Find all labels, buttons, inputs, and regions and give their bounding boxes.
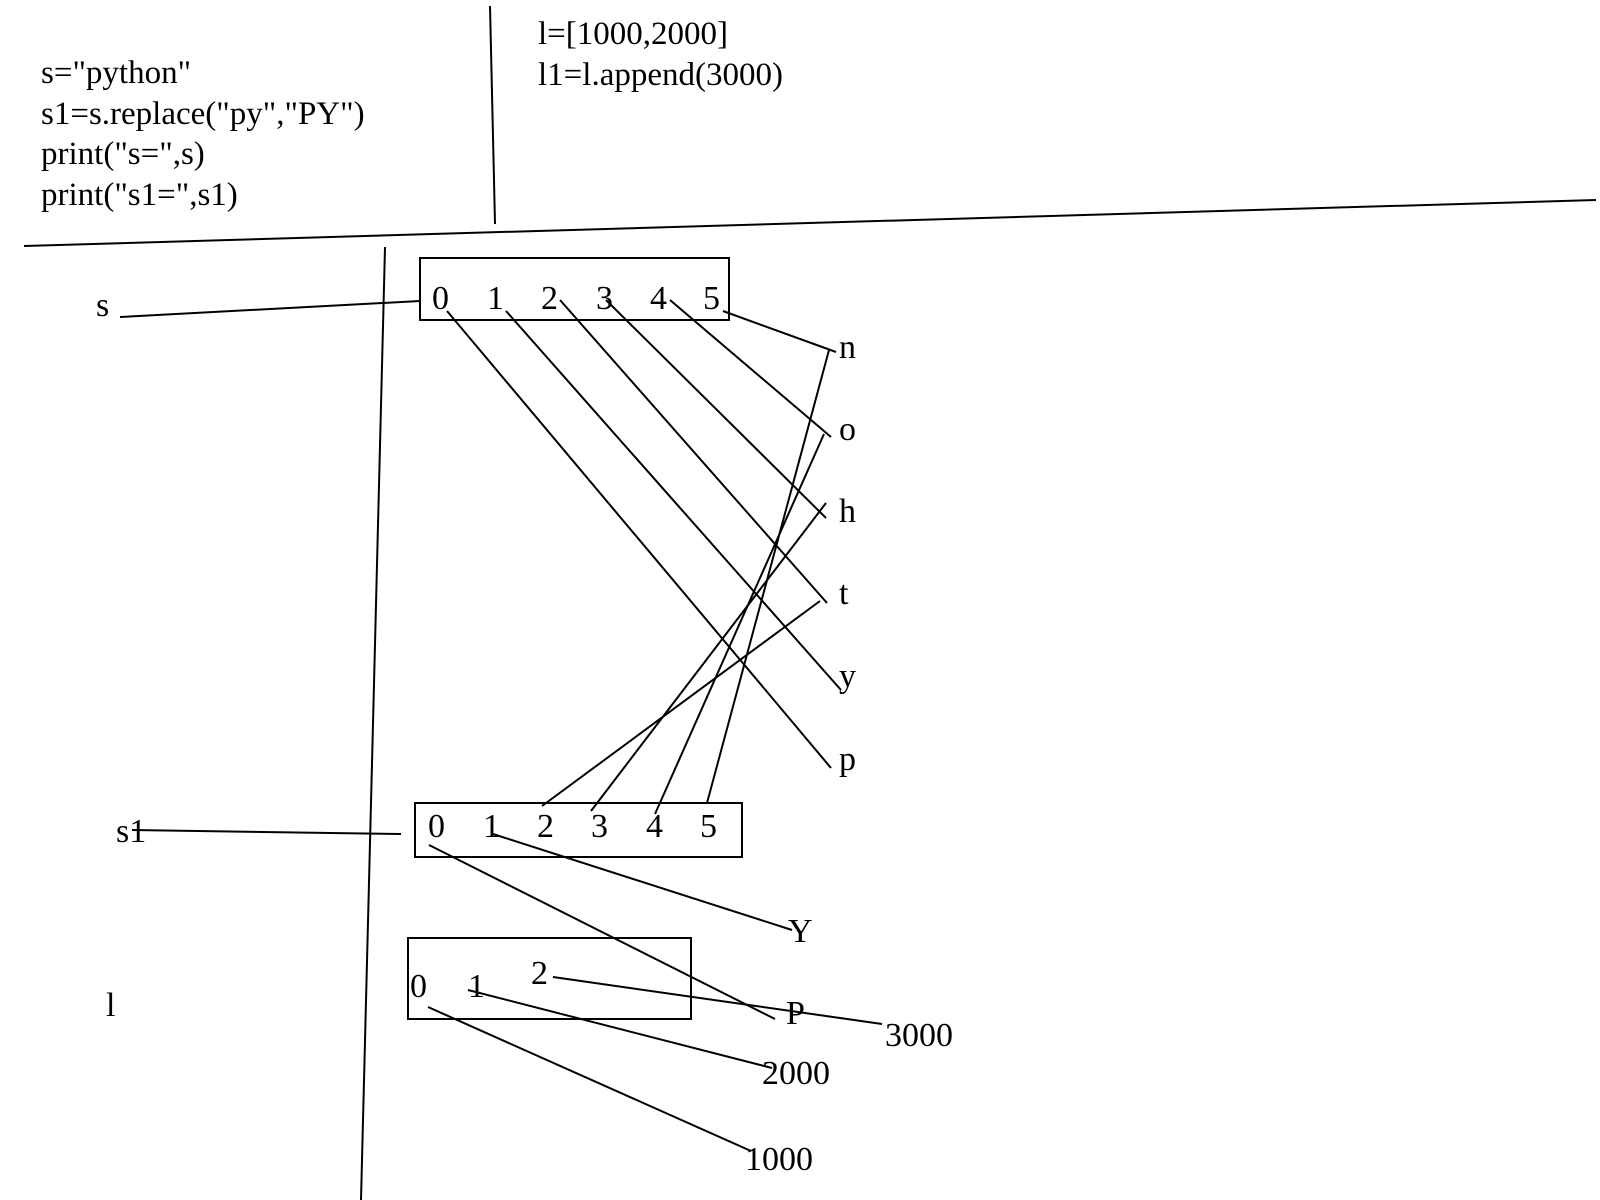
link-line bbox=[541, 600, 821, 807]
s-string-object bbox=[419, 257, 730, 321]
s-characters: n o h t y p bbox=[839, 329, 856, 778]
char-node: y bbox=[839, 658, 856, 695]
int-node-3000: 3000 bbox=[885, 1017, 953, 1054]
link-line bbox=[654, 433, 825, 815]
stack-heap-divider bbox=[360, 246, 386, 1200]
variable-l: l bbox=[106, 987, 115, 1024]
s-index: 0 bbox=[432, 280, 449, 317]
char-node: p bbox=[839, 741, 856, 778]
l-list-object bbox=[407, 937, 692, 1020]
link-line bbox=[428, 844, 776, 1020]
s-index: 1 bbox=[487, 280, 504, 317]
code-line: s="python" bbox=[41, 55, 191, 91]
variable-s: s bbox=[96, 287, 109, 324]
s1-index: 5 bbox=[700, 808, 717, 845]
s1-index: 4 bbox=[646, 808, 663, 845]
link-line bbox=[669, 299, 832, 438]
code-left: s="python" s1=s.replace("py","PY") print… bbox=[41, 55, 365, 213]
variable-s1: s1 bbox=[116, 813, 146, 850]
char-node-Y: Y bbox=[788, 913, 813, 950]
s1-reference-arrow bbox=[131, 829, 402, 835]
s1-index-links bbox=[428, 349, 830, 1020]
s1-string-object bbox=[414, 802, 743, 858]
l-indices: 0 1 2 bbox=[410, 955, 548, 1005]
s1-index: 3 bbox=[591, 808, 608, 845]
link-line bbox=[492, 833, 793, 931]
s1-index: 0 bbox=[428, 808, 445, 845]
link-line bbox=[559, 299, 828, 604]
s-indices: 0 1 2 3 4 5 bbox=[432, 280, 720, 317]
char-node: t bbox=[839, 575, 849, 612]
link-line bbox=[706, 349, 830, 804]
l-index: 1 bbox=[468, 968, 485, 1005]
char-node-P: P bbox=[786, 995, 805, 1032]
s-index: 3 bbox=[596, 280, 613, 317]
int-node-2000: 2000 bbox=[762, 1055, 830, 1092]
s-index: 2 bbox=[541, 280, 558, 317]
l-index: 0 bbox=[410, 968, 427, 1005]
link-line bbox=[590, 502, 827, 812]
l-index-links bbox=[427, 976, 883, 1152]
s-index: 5 bbox=[703, 280, 720, 317]
link-line bbox=[605, 299, 827, 519]
link-line bbox=[446, 310, 832, 769]
top-vertical-divider bbox=[489, 5, 496, 225]
s-reference-arrow bbox=[119, 300, 421, 318]
code-line: l1=l.append(3000) bbox=[538, 57, 783, 93]
char-node: h bbox=[839, 493, 856, 530]
code-line: l=[1000,2000] bbox=[538, 16, 728, 52]
char-node: n bbox=[839, 329, 856, 366]
s1-indices: 0 1 2 3 4 5 bbox=[428, 808, 717, 845]
s-index-links bbox=[446, 299, 842, 769]
horizontal-divider bbox=[23, 199, 1597, 247]
s1-index: 2 bbox=[537, 808, 554, 845]
int-node-1000: 1000 bbox=[745, 1141, 813, 1178]
code-right: l=[1000,2000] l1=l.append(3000) bbox=[538, 16, 783, 93]
link-line bbox=[552, 976, 883, 1025]
code-line: print("s1=",s1) bbox=[41, 177, 238, 213]
s1-index: 1 bbox=[483, 808, 500, 845]
code-line: print("s=",s) bbox=[41, 136, 205, 172]
link-line bbox=[427, 1006, 752, 1152]
link-line bbox=[722, 310, 837, 353]
char-node: o bbox=[839, 411, 856, 448]
s-index: 4 bbox=[650, 280, 667, 317]
link-line bbox=[467, 989, 773, 1069]
code-line: s1=s.replace("py","PY") bbox=[41, 96, 365, 132]
l-index: 2 bbox=[531, 955, 548, 992]
